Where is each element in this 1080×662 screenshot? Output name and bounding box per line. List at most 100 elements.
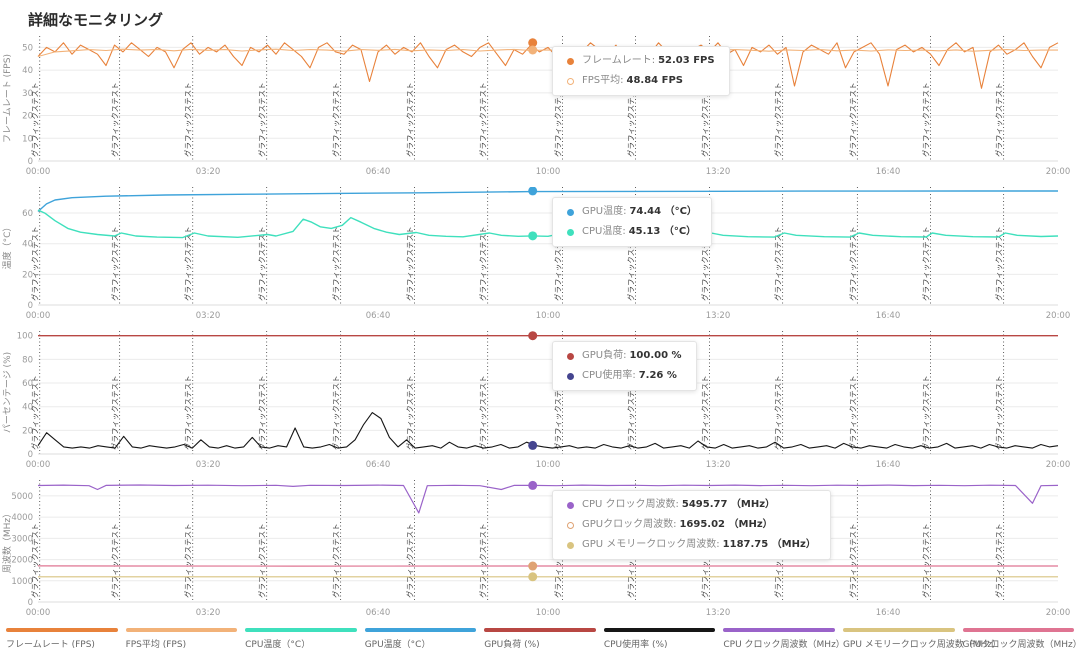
y-tick-label: 60 [22, 209, 33, 219]
tooltip-value: 45.13 （°C） [628, 226, 697, 237]
annotation-label: グラフィックステスト [183, 375, 193, 450]
legend-swatch [364, 628, 477, 632]
legend-item-5[interactable]: GPU負荷 (%) [484, 628, 596, 650]
annotation-label: グラフィックステスト [110, 523, 120, 598]
annotation-label: グラフィックステスト [994, 226, 1004, 301]
legend-swatch [125, 628, 238, 632]
legend-item-8[interactable]: GPU メモリークロック周波数（MHz） [842, 628, 1001, 650]
annotation-label: グラフィックステスト [700, 82, 710, 157]
annotation-label: グラフィックステスト [773, 523, 783, 598]
legend-label: GPUクロック周波数（MHz） [962, 640, 1080, 650]
annotation-label: グラフィックステスト [110, 375, 120, 450]
legend-item-9[interactable]: GPUクロック周波数（MHz） [962, 628, 1080, 650]
legend-item-7[interactable]: CPU クロック周波数（MHz） [723, 628, 845, 650]
legend-label: フレームレート (FPS) [6, 640, 95, 650]
annotation-label: グラフィックステスト [921, 523, 931, 598]
legend-bar: フレームレート (FPS) FPS平均 (FPS) CPU温度（°C） GPU温度（°… [0, 628, 1080, 650]
cursor-dot [528, 480, 538, 490]
tooltip-row: GPU メモリークロック周波数: 1187.75 （MHz） [567, 540, 816, 550]
series-marker-icon [567, 541, 574, 549]
x-tick-label: 20:00 [1046, 460, 1071, 470]
annotation-label: グラフィックステスト [626, 82, 636, 157]
tooltip-label: CPU使用率: [582, 370, 636, 381]
legend-swatch [603, 628, 716, 632]
tooltip-row: GPU温度: 74.44 （°C） [567, 207, 697, 217]
legend-label: GPU温度（°C） [364, 640, 431, 650]
y-tick-label: 0 [28, 301, 33, 311]
legend-swatch [484, 628, 596, 632]
annotation-label: グラフィックステスト [700, 375, 710, 450]
cursor-dot [528, 187, 538, 196]
legend-label: GPU負荷 (%) [484, 640, 540, 650]
tooltip-temperature: GPU温度: 74.44 （°C） CPU温度: 45.13 （°C） [552, 197, 712, 247]
y-tick-label: 40 [22, 403, 33, 413]
x-tick-label: 20:00 [1046, 608, 1071, 618]
series-line [37, 48, 1058, 58]
x-tick-label: 03:20 [196, 608, 221, 618]
annotation-label: グラフィックステスト [921, 226, 931, 301]
y-tick-label: 40 [22, 240, 33, 250]
y-tick-label: 40 [22, 66, 33, 76]
tooltip-value: 1187.75 （MHz） [722, 539, 816, 550]
annotation-label: グラフィックステスト [626, 523, 636, 598]
chart-plot-percentage[interactable]: パーセンテージ (%) 0 20 40 60 80 100 グラフィックステスト グラフィックス… [0, 331, 1080, 472]
tooltip-row: FPS平均: 48.84 FPS [567, 76, 715, 86]
annotation-label: グラフィックステスト [405, 375, 415, 450]
annotation-label: グラフィックステスト [847, 523, 857, 598]
chart-plot-temperature[interactable]: 温度（°C） 0 20 40 60 グラフィックステスト グラフィックステスト グラフィックス… [0, 187, 1080, 323]
y-tick-label: 20 [22, 112, 33, 122]
y-axis-label-percentage: パーセンテージ (%) [2, 352, 13, 433]
series-line [37, 209, 1059, 239]
annotation-label: グラフィックステスト [257, 523, 267, 598]
y-tick-label: 50 [22, 43, 33, 53]
annotation-label: グラフィックステスト [478, 82, 488, 157]
annotation-label: グラフィックステスト [30, 375, 40, 450]
series-line [37, 412, 1059, 449]
chart-plot-framerate[interactable]: フレームレート (FPS) 0 10 20 30 40 50 グラフィックステスト グラフィック… [0, 36, 1080, 179]
series-marker-icon [567, 77, 574, 85]
legend-item-2[interactable]: FPS平均 (FPS) [125, 628, 238, 650]
chart-framerate: フレームレート (FPS) 0 10 20 30 40 50 グラフィックステスト グラフィック… [0, 36, 1080, 179]
legend-item-4[interactable]: GPU温度（°C） [364, 628, 477, 650]
legend-label: FPS平均 (FPS) [125, 640, 187, 650]
x-tick-label: 10:00 [536, 167, 561, 177]
annotation-label: グラフィックステスト [257, 226, 267, 301]
annotation-label: グラフィックステスト [773, 226, 783, 301]
x-tick-label: 03:20 [196, 167, 221, 177]
annotation-label: グラフィックステスト [183, 82, 193, 157]
annotation-label: グラフィックステスト [257, 82, 267, 157]
tooltip-label: GPU温度: [582, 206, 627, 217]
legend-swatch [842, 628, 955, 632]
legend-item-3[interactable]: CPU温度（°C） [245, 628, 357, 650]
legend-item-6[interactable]: CPU使用率 (%) [603, 628, 716, 650]
series-line [37, 42, 1059, 89]
chart-frequency: 周波数（MHz） 0 1000 2000 3000 4000 5000 グラフィックステスト グ… [0, 480, 1080, 620]
tooltip-value: 100.00 % [629, 350, 682, 361]
annotation-label: グラフィックステスト [552, 523, 562, 598]
annotation-label: グラフィックステスト [847, 375, 857, 450]
y-tick-label: 3000 [11, 534, 33, 544]
y-tick-label: 100 [17, 332, 33, 342]
legend-label: CPU クロック周波数（MHz） [723, 640, 845, 650]
y-tick-label: 2000 [11, 556, 33, 566]
legend-label: CPU温度（°C） [245, 640, 311, 650]
annotation-label: グラフィックステスト [626, 226, 636, 301]
annotation-label: グラフィックステスト [405, 82, 415, 157]
legend-swatch [723, 628, 835, 632]
x-tick-label: 00:00 [26, 167, 51, 177]
y-tick-label: 4000 [11, 513, 33, 523]
annotation-label: グラフィックステスト [331, 82, 341, 157]
cursor-dot [528, 572, 538, 582]
tooltip-label: GPU負荷: [582, 350, 627, 361]
chart-plot-frequency[interactable]: 周波数（MHz） 0 1000 2000 3000 4000 5000 グラフィックステスト グ… [0, 480, 1080, 620]
series-marker-icon [567, 228, 574, 236]
legend-item-1[interactable]: フレームレート (FPS) [6, 628, 118, 650]
annotation-label: グラフィックステスト [921, 375, 931, 450]
series-marker-icon [567, 208, 574, 216]
x-tick-label: 06:40 [366, 167, 391, 177]
series-line [37, 484, 1059, 514]
annotation-label: グラフィックステスト [994, 523, 1004, 598]
annotation-label: グラフィックステスト [478, 226, 488, 301]
annotation-label: グラフィックステスト [847, 226, 857, 301]
series-marker-icon [567, 501, 574, 509]
